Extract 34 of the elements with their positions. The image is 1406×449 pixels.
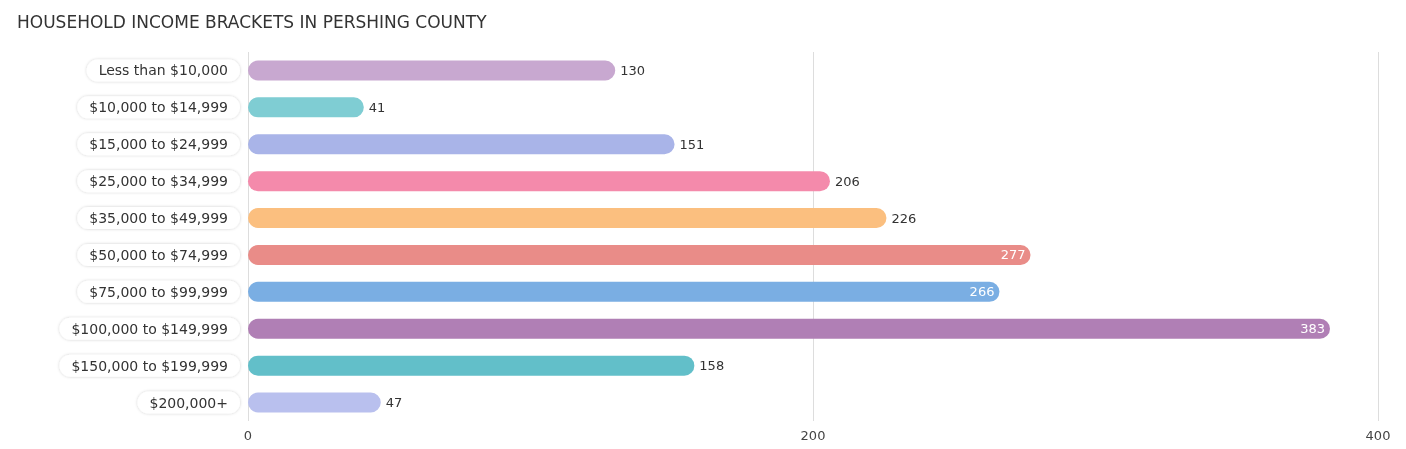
bar [248, 60, 616, 81]
data-label: 151 [679, 136, 705, 152]
bar [248, 208, 887, 229]
bar [248, 171, 830, 192]
x-tick-label: 400 [1365, 428, 1391, 443]
data-label: 158 [699, 358, 725, 374]
bar [248, 355, 695, 376]
data-label: 41 [368, 99, 386, 115]
data-label: 47 [385, 395, 403, 411]
y-tick-label: $10,000 to $14,999 [89, 99, 228, 116]
bar [248, 97, 364, 118]
y-tick-label: $50,000 to $74,999 [89, 246, 228, 263]
y-tick-label: $200,000+ [149, 394, 228, 411]
chart-title: HOUSEHOLD INCOME BRACKETS IN PERSHING COUNTY [17, 11, 488, 32]
bar [248, 392, 381, 413]
y-tick-label: $75,000 to $99,999 [89, 283, 228, 300]
bar [248, 281, 1000, 302]
y-tick-label: $25,000 to $34,999 [89, 173, 228, 190]
bar [248, 318, 1330, 339]
data-label: 206 [834, 173, 860, 189]
data-label: 383 [1300, 321, 1325, 337]
y-tick-label: $35,000 to $49,999 [89, 210, 228, 227]
data-label: 277 [1000, 247, 1026, 263]
y-tick-label: Less than $10,000 [98, 62, 228, 79]
x-tick-label: 200 [800, 428, 826, 443]
data-label: 130 [620, 62, 646, 78]
bar [248, 134, 675, 155]
bar [248, 244, 1031, 265]
y-tick-label: $15,000 to $24,999 [89, 136, 228, 153]
data-label: 266 [969, 284, 995, 300]
x-tick-label: 0 [243, 428, 253, 443]
y-tick-label: $100,000 to $149,999 [71, 320, 228, 337]
y-tick-label: $150,000 to $199,999 [71, 357, 228, 374]
data-label: 226 [891, 210, 917, 226]
